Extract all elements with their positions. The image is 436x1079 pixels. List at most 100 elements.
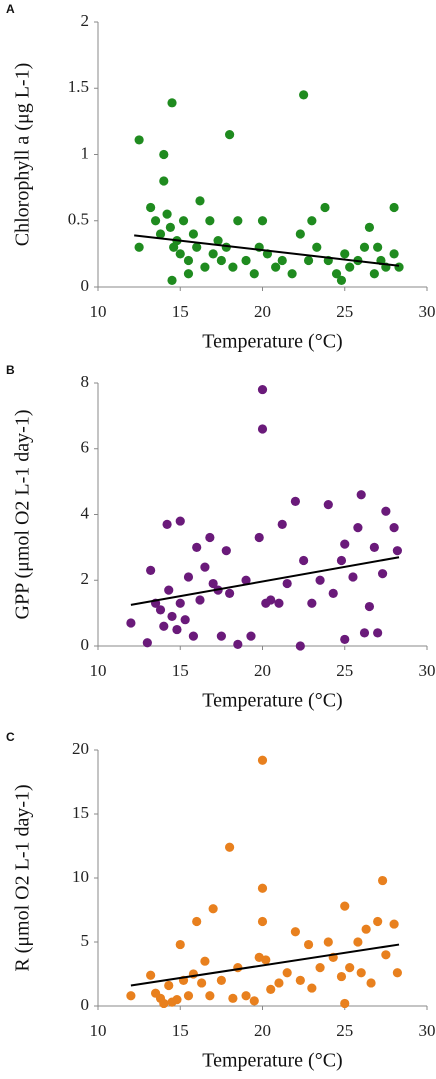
y-tick-label: 4	[81, 503, 90, 522]
data-point	[336, 971, 347, 982]
data-point	[312, 242, 322, 252]
data-point	[336, 555, 347, 566]
data-point	[287, 269, 297, 279]
data-point	[228, 993, 238, 1003]
y-tick-label: 10	[72, 867, 89, 886]
x-tick-label: 10	[90, 661, 107, 680]
data-point	[331, 269, 342, 279]
data-point	[369, 269, 379, 279]
data-point	[172, 624, 182, 635]
data-point	[353, 523, 363, 533]
data-point	[221, 546, 231, 556]
data-point	[165, 222, 175, 232]
data-point	[257, 916, 268, 927]
x-tick-label: 30	[419, 1021, 436, 1040]
y-tick-label: 1.5	[68, 77, 89, 96]
data-point	[134, 135, 144, 145]
panel-label: C	[6, 730, 15, 744]
data-point	[200, 562, 210, 572]
y-tick-label: 0.5	[68, 210, 89, 229]
data-point	[216, 631, 226, 641]
data-point	[290, 927, 300, 937]
data-point	[175, 598, 185, 608]
data-point	[389, 523, 399, 533]
data-point	[167, 611, 177, 622]
data-point	[167, 98, 177, 108]
x-tick-label: 20	[254, 302, 271, 321]
x-axis-label: Temperature (°C)	[202, 331, 342, 353]
data-point	[261, 955, 271, 965]
data-point	[192, 542, 202, 552]
data-point	[155, 229, 166, 239]
data-point	[359, 628, 370, 638]
data-point	[377, 875, 388, 886]
data-point	[348, 572, 358, 582]
data-point	[155, 605, 166, 615]
y-tick-label: 1	[81, 143, 90, 162]
data-point	[208, 904, 218, 914]
data-point	[183, 269, 194, 279]
y-axis-label: R (μmol O2 L-1 day-1)	[12, 784, 34, 971]
data-point	[359, 242, 370, 252]
data-point	[295, 641, 305, 651]
data-point	[225, 842, 235, 852]
data-point	[392, 546, 402, 556]
data-point	[162, 209, 172, 219]
data-point	[150, 216, 161, 226]
data-point	[257, 424, 268, 434]
x-tick-label: 20	[254, 661, 271, 680]
y-tick-label: 2	[81, 569, 90, 588]
data-point	[192, 242, 202, 252]
data-point	[225, 130, 235, 140]
data-point	[195, 196, 205, 206]
data-point	[394, 262, 404, 272]
data-point	[303, 255, 314, 266]
data-point	[356, 968, 366, 978]
data-point	[373, 916, 383, 927]
data-point	[241, 255, 251, 266]
data-point	[274, 598, 284, 608]
data-point	[353, 937, 363, 947]
data-point	[320, 202, 330, 213]
data-point	[183, 572, 194, 582]
trend-line	[134, 234, 400, 267]
data-point	[277, 519, 287, 529]
data-point	[216, 255, 226, 266]
data-point	[233, 216, 243, 226]
data-point	[175, 939, 185, 950]
data-point	[328, 588, 338, 599]
data-point	[323, 500, 333, 510]
y-tick-label: 0	[81, 635, 90, 654]
data-point	[200, 956, 210, 966]
panel-label: B	[6, 363, 15, 377]
data-point	[233, 963, 243, 973]
data-point	[364, 601, 375, 612]
data-point	[389, 249, 399, 259]
data-point	[345, 963, 355, 973]
data-point	[299, 555, 309, 566]
data-point	[159, 176, 169, 186]
data-point	[307, 983, 317, 993]
data-point	[162, 519, 172, 529]
x-tick-label: 15	[172, 661, 189, 680]
data-point	[172, 995, 182, 1005]
data-point	[345, 262, 355, 272]
data-point	[257, 216, 268, 226]
data-point	[381, 950, 391, 960]
data-point	[241, 575, 251, 585]
data-point	[303, 939, 314, 950]
data-point	[295, 229, 305, 239]
x-tick-label: 25	[336, 661, 353, 680]
data-point	[369, 542, 379, 552]
data-point	[340, 539, 350, 549]
data-point	[271, 262, 281, 272]
x-axis-label: Temperature (°C)	[202, 1050, 342, 1072]
data-point	[200, 262, 210, 272]
x-tick-label: 15	[172, 302, 189, 321]
x-tick-label: 30	[419, 661, 436, 680]
data-point	[167, 275, 177, 285]
data-point	[323, 937, 333, 947]
y-tick-label: 6	[81, 438, 90, 457]
data-point	[241, 991, 251, 1001]
data-point	[159, 998, 169, 1009]
